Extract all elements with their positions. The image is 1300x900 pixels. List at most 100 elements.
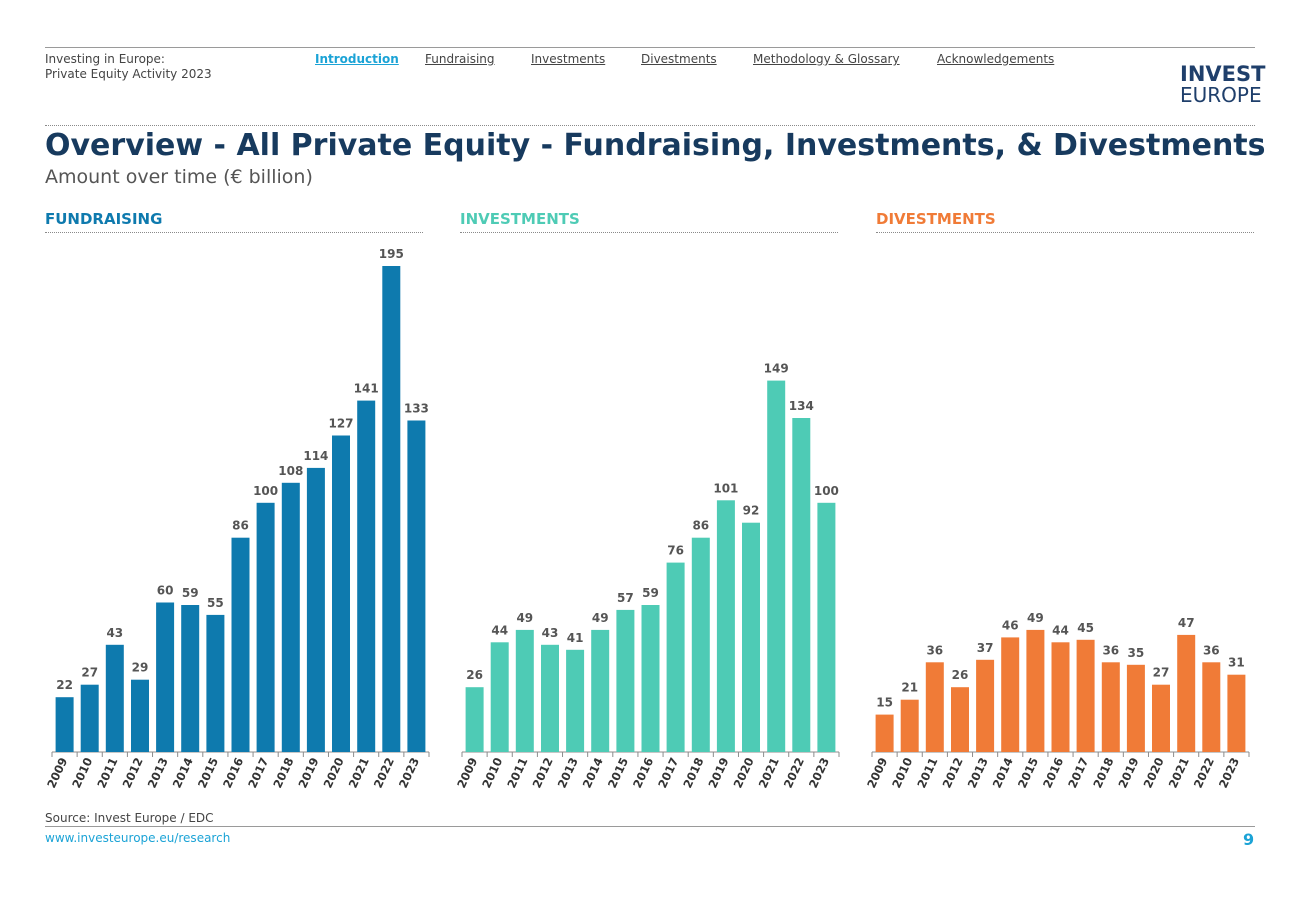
- investments-bar-2020: [742, 522, 760, 752]
- logo-line1: INVEST: [1180, 62, 1266, 86]
- divestments-year-label: 2017: [1065, 755, 1091, 790]
- divestments-value-label: 26: [952, 668, 969, 682]
- nav-fundraising[interactable]: Fundraising: [425, 52, 495, 66]
- fundraising-bar-2018: [281, 482, 300, 752]
- divestments-value-label: 47: [1178, 616, 1195, 630]
- divestments-year-label: 2022: [1191, 755, 1217, 790]
- fundraising-year-label: 2021: [346, 755, 372, 790]
- nav-divestments[interactable]: Divestments: [641, 52, 717, 66]
- invest-europe-logo[interactable]: INVEST EUROPE: [1180, 62, 1266, 107]
- investments-bar-2023: [817, 502, 836, 752]
- divestments-bar-2010: [900, 699, 919, 752]
- divestments-bar-2016: [1051, 642, 1070, 752]
- research-link[interactable]: www.investeurope.eu/research: [45, 831, 231, 845]
- divestments-bar-2011: [925, 662, 944, 752]
- divestments-year-label: 2015: [1015, 755, 1041, 790]
- investments-year-label: 2021: [756, 755, 782, 790]
- page-subtitle: Amount over time (€ billion): [45, 166, 313, 188]
- fundraising-value-label: 195: [379, 247, 404, 261]
- investments-value-label: 26: [466, 668, 483, 682]
- investments-value-label: 134: [789, 399, 814, 413]
- divestments-year-label: 2018: [1090, 755, 1116, 790]
- investments-year-label: 2023: [806, 755, 832, 790]
- divestments-value-label: 27: [1153, 666, 1170, 680]
- investments-value-label: 92: [743, 504, 760, 518]
- fundraising-year-label: 2022: [371, 755, 397, 790]
- investments-bar-2016: [641, 605, 660, 752]
- nav-introduction[interactable]: Introduction: [315, 52, 399, 66]
- investments-bar-2018: [691, 537, 710, 752]
- investments-value-label: 101: [713, 481, 738, 495]
- fundraising-year-label: 2009: [44, 755, 70, 790]
- divestments-year-label: 2013: [965, 755, 991, 790]
- fundraising-value-label: 43: [106, 626, 123, 640]
- investments-bar-2014: [591, 629, 610, 752]
- logo-line2: EUROPE: [1180, 83, 1262, 107]
- divestments-bar-2022: [1202, 662, 1221, 752]
- investments-year-label: 2009: [454, 755, 480, 790]
- section-rule-divestments: [876, 232, 1254, 233]
- divestments-year-label: 2019: [1115, 755, 1141, 790]
- investments-value-label: 59: [642, 586, 659, 600]
- investments-value-label: 57: [617, 591, 634, 605]
- fundraising-year-label: 2023: [396, 755, 422, 790]
- fundraising-value-label: 108: [278, 464, 303, 478]
- divestments-bar-2009: [875, 714, 894, 752]
- page-title: Overview - All Private Equity - Fundrais…: [45, 128, 1266, 163]
- fundraising-value-label: 59: [182, 586, 199, 600]
- investments-chart: 26 2009 44 2010 49 2011 43 2012 41 2013 49 2014 57 20…: [454, 362, 840, 790]
- investments-value-label: 76: [667, 544, 684, 558]
- investments-year-label: 2019: [705, 755, 731, 790]
- nav-acknowledgements[interactable]: Acknowledgements: [937, 52, 1055, 66]
- investments-year-label: 2020: [731, 755, 757, 790]
- fundraising-bar-2012: [131, 679, 149, 752]
- fundraising-value-label: 86: [232, 519, 249, 533]
- footer-rule: [45, 826, 1255, 827]
- report-title: Investing in Europe: Private Equity Acti…: [45, 52, 212, 82]
- divestments-bar-2020: [1152, 684, 1170, 752]
- investments-year-label: 2016: [630, 755, 656, 790]
- fundraising-year-label: 2018: [270, 755, 296, 790]
- divestments-bar-2015: [1026, 629, 1045, 752]
- investments-year-label: 2012: [530, 755, 556, 790]
- investments-value-label: 49: [516, 611, 533, 625]
- source-note: Source: Invest Europe / EDC: [45, 811, 214, 825]
- investments-value-label: 44: [491, 623, 508, 637]
- divestments-year-label: 2021: [1166, 755, 1192, 790]
- fundraising-bar-2015: [206, 614, 225, 752]
- investments-year-label: 2010: [479, 755, 505, 790]
- title-divider: [45, 125, 1255, 126]
- nav-methodology-glossary[interactable]: Methodology & Glossary: [753, 52, 900, 66]
- fundraising-year-label: 2013: [145, 755, 171, 790]
- fundraising-value-label: 133: [404, 402, 429, 416]
- investments-value-label: 49: [592, 611, 609, 625]
- divestments-value-label: 49: [1027, 611, 1044, 625]
- fundraising-value-label: 29: [132, 661, 149, 675]
- divestments-value-label: 37: [977, 641, 994, 655]
- fundraising-bar-2016: [231, 537, 250, 752]
- divestments-value-label: 31: [1228, 656, 1245, 670]
- report-title-line1: Investing in Europe:: [45, 52, 165, 66]
- divestments-value-label: 15: [876, 696, 893, 710]
- divestments-bar-2019: [1126, 664, 1145, 752]
- fundraising-value-label: 60: [157, 584, 174, 598]
- divestments-year-label: 2011: [914, 755, 940, 790]
- investments-year-label: 2017: [655, 755, 681, 790]
- fundraising-bar-2013: [156, 602, 175, 752]
- fundraising-bar-2009: [55, 697, 74, 752]
- fundraising-bar-2010: [80, 684, 99, 752]
- section-title-investments: INVESTMENTS: [460, 210, 580, 228]
- nav-investments[interactable]: Investments: [531, 52, 606, 66]
- fundraising-value-label: 27: [81, 666, 98, 680]
- investments-value-label: 149: [764, 362, 789, 376]
- section-title-fundraising: FUNDRAISING: [45, 210, 163, 228]
- investments-bar-2010: [490, 642, 509, 752]
- divestments-value-label: 21: [901, 681, 918, 695]
- divestments-year-label: 2012: [940, 755, 966, 790]
- fundraising-bar-2022: [382, 266, 401, 752]
- divestments-value-label: 46: [1002, 618, 1019, 632]
- fundraising-year-label: 2010: [69, 755, 95, 790]
- investments-bar-2022: [792, 418, 811, 752]
- divestments-value-label: 44: [1052, 623, 1069, 637]
